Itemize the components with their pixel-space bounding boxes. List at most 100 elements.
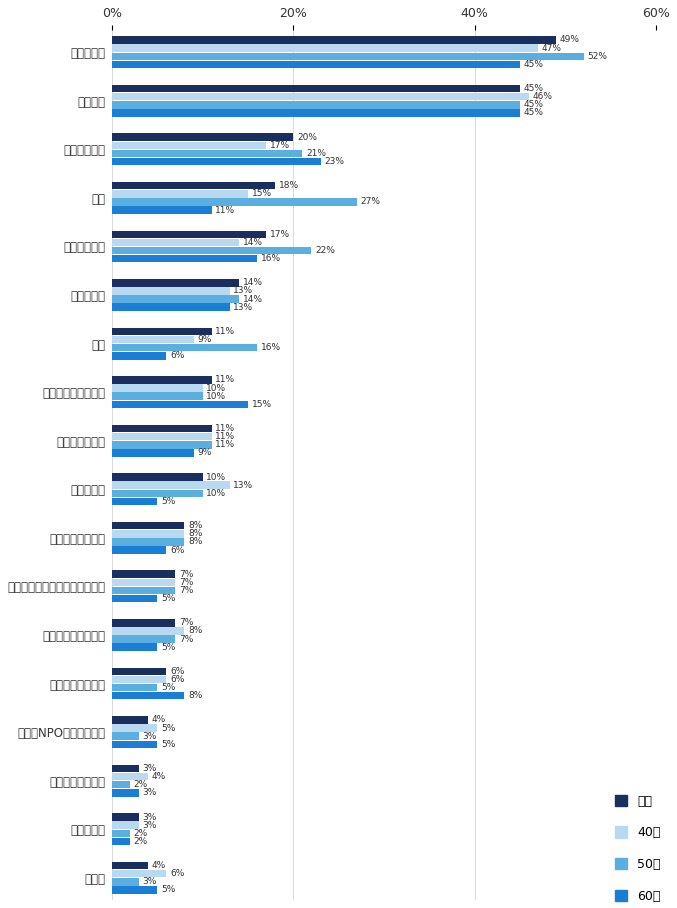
- Text: 6%: 6%: [170, 675, 184, 684]
- Text: 2%: 2%: [133, 837, 148, 846]
- Text: 10%: 10%: [206, 383, 226, 392]
- Text: 5%: 5%: [161, 594, 175, 603]
- Bar: [112, 36, 556, 44]
- Text: 16%: 16%: [261, 254, 281, 263]
- Bar: [112, 773, 148, 780]
- Text: 7%: 7%: [179, 586, 194, 595]
- Bar: [112, 822, 139, 829]
- Bar: [112, 158, 320, 165]
- Bar: [112, 61, 520, 68]
- Bar: [112, 287, 230, 295]
- Bar: [112, 814, 139, 821]
- Text: 13%: 13%: [234, 302, 254, 311]
- Bar: [112, 862, 148, 869]
- Text: 13%: 13%: [234, 480, 254, 489]
- Bar: [112, 725, 157, 732]
- Bar: [112, 206, 212, 213]
- Bar: [112, 473, 202, 481]
- Text: 17%: 17%: [269, 230, 290, 239]
- Text: 3%: 3%: [143, 788, 157, 797]
- Bar: [112, 53, 584, 60]
- Bar: [112, 547, 167, 554]
- Bar: [112, 425, 212, 432]
- Bar: [112, 530, 184, 538]
- Text: 14%: 14%: [242, 279, 263, 287]
- Bar: [112, 878, 139, 885]
- Text: 7%: 7%: [179, 618, 194, 627]
- Bar: [112, 44, 538, 52]
- Text: 2%: 2%: [133, 780, 148, 789]
- Text: 11%: 11%: [215, 205, 236, 214]
- Bar: [112, 84, 520, 93]
- Text: 5%: 5%: [161, 497, 175, 506]
- Bar: [112, 636, 175, 643]
- Bar: [112, 190, 248, 198]
- Text: 45%: 45%: [524, 108, 544, 117]
- Text: 3%: 3%: [143, 877, 157, 886]
- Text: 9%: 9%: [197, 335, 211, 344]
- Text: 27%: 27%: [360, 197, 380, 206]
- Text: 8%: 8%: [188, 627, 202, 636]
- Bar: [112, 716, 148, 724]
- Bar: [112, 886, 157, 893]
- Bar: [112, 481, 230, 489]
- Text: 21%: 21%: [306, 149, 326, 158]
- Text: 15%: 15%: [252, 190, 271, 198]
- Bar: [112, 109, 520, 117]
- Text: 52%: 52%: [587, 52, 607, 61]
- Bar: [112, 692, 184, 699]
- Text: 17%: 17%: [269, 141, 290, 150]
- Bar: [112, 578, 175, 586]
- Bar: [112, 789, 139, 796]
- Text: 13%: 13%: [234, 286, 254, 295]
- Bar: [112, 239, 239, 246]
- Bar: [112, 150, 303, 157]
- Bar: [112, 733, 139, 740]
- Text: 4%: 4%: [152, 716, 166, 725]
- Text: 45%: 45%: [524, 84, 544, 93]
- Text: 23%: 23%: [324, 157, 344, 166]
- Text: 7%: 7%: [179, 577, 194, 587]
- Text: 5%: 5%: [161, 643, 175, 652]
- Bar: [112, 870, 167, 877]
- Bar: [112, 400, 248, 408]
- Text: 3%: 3%: [143, 732, 157, 741]
- Bar: [112, 344, 257, 351]
- Bar: [112, 328, 212, 335]
- Text: 4%: 4%: [152, 772, 166, 781]
- Text: 11%: 11%: [215, 440, 236, 449]
- Bar: [112, 522, 184, 529]
- Text: 5%: 5%: [161, 885, 175, 894]
- Text: 5%: 5%: [161, 683, 175, 692]
- Text: 11%: 11%: [215, 327, 236, 336]
- Text: 3%: 3%: [143, 813, 157, 822]
- Bar: [112, 182, 275, 190]
- Text: 6%: 6%: [170, 546, 184, 555]
- Bar: [112, 101, 520, 109]
- Text: 4%: 4%: [152, 861, 166, 870]
- Text: 8%: 8%: [188, 529, 202, 538]
- Text: 9%: 9%: [197, 449, 211, 458]
- Bar: [112, 295, 239, 302]
- Bar: [112, 838, 130, 845]
- Text: 49%: 49%: [560, 35, 580, 44]
- Bar: [112, 231, 266, 238]
- Text: 46%: 46%: [533, 93, 552, 101]
- Bar: [112, 830, 130, 837]
- Bar: [112, 449, 194, 457]
- Text: 7%: 7%: [179, 569, 194, 578]
- Text: 7%: 7%: [179, 635, 194, 644]
- Bar: [112, 570, 175, 577]
- Bar: [112, 441, 212, 449]
- Bar: [112, 595, 157, 602]
- Text: 8%: 8%: [188, 521, 202, 530]
- Text: 3%: 3%: [143, 821, 157, 830]
- Bar: [112, 336, 194, 343]
- Text: 16%: 16%: [261, 343, 281, 352]
- Bar: [112, 142, 266, 149]
- Text: 8%: 8%: [188, 538, 202, 547]
- Text: 11%: 11%: [215, 375, 236, 384]
- Text: 47%: 47%: [542, 44, 562, 53]
- Text: 10%: 10%: [206, 391, 226, 400]
- Bar: [112, 352, 167, 360]
